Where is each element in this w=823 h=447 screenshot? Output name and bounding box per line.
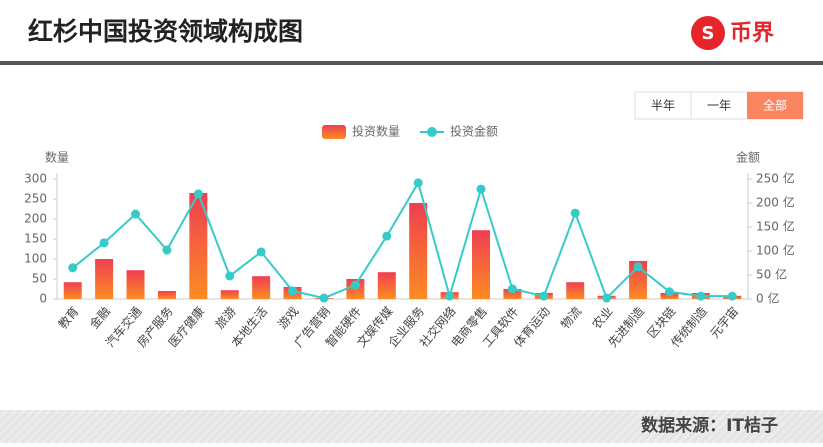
y-axis-title: 数量	[45, 150, 69, 165]
range-button[interactable]: 半年	[651, 99, 675, 113]
bar	[472, 230, 491, 299]
point	[539, 291, 549, 301]
y-tick-label: 100	[24, 252, 47, 266]
y2-tick-label: 50 亿	[756, 267, 787, 282]
point	[319, 293, 329, 303]
point	[225, 271, 235, 281]
point	[350, 280, 360, 290]
x-tick-label: 旅游	[213, 304, 239, 331]
point	[68, 263, 78, 273]
point	[664, 287, 674, 297]
legend-label: 投资金额	[450, 124, 498, 139]
source: 数据来源：IT桔子	[641, 415, 778, 436]
x-tick-label: 元宇宙	[707, 304, 742, 341]
x-tick-label: 农业	[589, 304, 615, 331]
y-tick-label: 0	[39, 292, 47, 306]
point	[602, 293, 612, 303]
point	[476, 184, 486, 194]
bar	[252, 276, 271, 299]
bar	[503, 289, 522, 299]
x-tick-label: 物流	[558, 304, 584, 331]
point	[696, 291, 706, 301]
bar	[95, 259, 114, 299]
y-tick-label: 200	[24, 212, 47, 226]
point	[413, 178, 423, 188]
bar	[189, 193, 208, 299]
logo-glyph: S	[702, 23, 715, 44]
bar	[377, 272, 396, 299]
footer-bg	[0, 410, 823, 443]
y2-tick-label: 0 亿	[756, 291, 779, 306]
bar	[157, 291, 176, 299]
x-tick-label: 教育	[55, 304, 82, 332]
range-button[interactable]: 全部	[763, 98, 787, 113]
y2-tick-label: 250 亿	[756, 171, 795, 186]
point	[193, 189, 203, 199]
page-title: 红杉中国投资领域构成图	[28, 17, 303, 46]
y-tick-label: 50	[32, 272, 47, 286]
legend-swatch	[322, 125, 346, 139]
logo-icon	[691, 16, 725, 50]
y2-tick-label: 100 亿	[756, 243, 795, 258]
y-tick-label: 250	[24, 192, 47, 206]
logo-text: 币界	[730, 21, 774, 46]
bar	[566, 282, 585, 299]
bar	[63, 282, 82, 299]
point	[727, 291, 737, 301]
range-button[interactable]: 一年	[707, 99, 731, 113]
header-rule	[0, 61, 823, 65]
point	[256, 247, 266, 257]
bar	[126, 270, 145, 299]
point	[131, 209, 141, 219]
legend-swatch	[427, 127, 437, 137]
range-active	[747, 92, 803, 119]
x-tick-label: 金融	[86, 304, 113, 332]
header-bg	[0, 0, 823, 62]
y2-axis-title: 金额	[736, 150, 760, 165]
point	[507, 284, 517, 294]
point	[570, 208, 580, 218]
legend-label: 投资数量	[352, 124, 400, 139]
point	[162, 245, 172, 255]
point	[382, 231, 392, 241]
y-tick-label: 150	[24, 232, 47, 246]
point	[99, 238, 109, 248]
y2-tick-label: 150 亿	[756, 219, 795, 234]
point	[288, 286, 298, 296]
bar	[409, 203, 428, 299]
bar	[220, 290, 239, 299]
y-tick-label: 300	[24, 172, 47, 186]
line	[72, 180, 733, 300]
point	[445, 291, 455, 301]
y2-tick-label: 200 亿	[756, 195, 795, 210]
point	[633, 262, 643, 272]
x-tick-label: 游戏	[275, 304, 301, 331]
